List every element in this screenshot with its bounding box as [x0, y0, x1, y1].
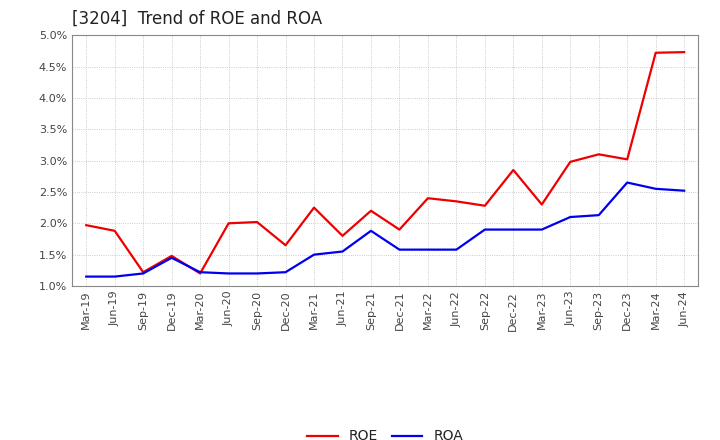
ROE	[566, 159, 575, 165]
ROE	[509, 167, 518, 172]
ROA	[652, 186, 660, 191]
ROA	[537, 227, 546, 232]
ROE	[225, 221, 233, 226]
ROA	[480, 227, 489, 232]
ROE	[139, 270, 148, 275]
ROE	[595, 152, 603, 157]
ROA	[82, 274, 91, 279]
ROE	[196, 271, 204, 276]
ROA	[509, 227, 518, 232]
ROA	[225, 271, 233, 276]
Legend: ROE, ROA: ROE, ROA	[302, 423, 469, 440]
ROA	[680, 188, 688, 193]
ROE	[623, 157, 631, 162]
ROE	[253, 220, 261, 225]
ROE	[537, 202, 546, 207]
ROE	[110, 228, 119, 234]
ROA	[139, 271, 148, 276]
ROA	[310, 252, 318, 257]
ROA	[423, 247, 432, 252]
ROA	[566, 214, 575, 220]
Line: ROE: ROE	[86, 52, 684, 273]
ROE	[366, 208, 375, 213]
ROA	[366, 228, 375, 234]
ROA	[110, 274, 119, 279]
ROE	[480, 203, 489, 209]
ROA	[167, 255, 176, 260]
ROE	[680, 49, 688, 55]
ROA	[623, 180, 631, 185]
ROA	[282, 270, 290, 275]
ROA	[452, 247, 461, 252]
ROA	[196, 270, 204, 275]
ROE	[167, 253, 176, 259]
ROE	[282, 242, 290, 248]
ROE	[82, 223, 91, 228]
ROE	[452, 199, 461, 204]
ROA	[338, 249, 347, 254]
ROA	[595, 213, 603, 218]
ROE	[652, 50, 660, 55]
ROE	[395, 227, 404, 232]
ROA	[253, 271, 261, 276]
ROA	[395, 247, 404, 252]
ROE	[338, 233, 347, 238]
ROE	[423, 195, 432, 201]
Text: [3204]  Trend of ROE and ROA: [3204] Trend of ROE and ROA	[72, 10, 322, 28]
ROE	[310, 205, 318, 210]
Line: ROA: ROA	[86, 183, 684, 277]
